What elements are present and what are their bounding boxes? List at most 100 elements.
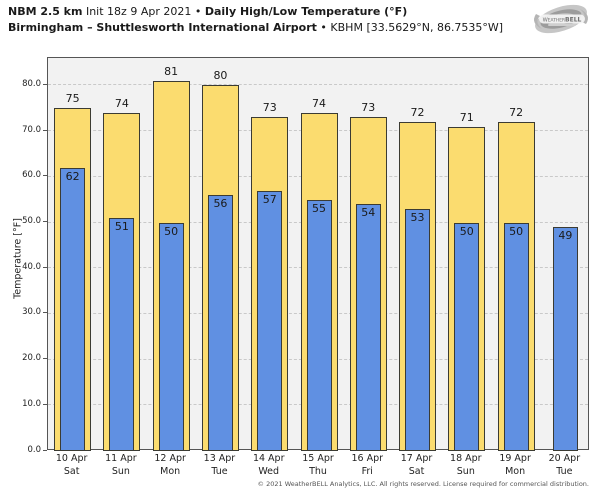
subtitle-meta: KBHM [33.5629°N, 86.7535°W] xyxy=(330,21,504,34)
footer-copyright: © 2021 WeatherBELL Analytics, LLC. All r… xyxy=(257,480,589,488)
x-tick-day: Mon xyxy=(160,465,181,477)
low-bar xyxy=(207,195,233,451)
x-tick-date: 15 Apr xyxy=(302,453,334,464)
y-tick-mark xyxy=(43,175,47,177)
x-tick-date: 18 Apr xyxy=(450,453,482,464)
low-bar xyxy=(60,167,86,451)
chart-title: NBM 2.5 km Init 18z 9 Apr 2021 • Daily H… xyxy=(8,4,503,20)
x-tick-date: 14 Apr xyxy=(252,453,285,464)
x-tick-date: 19 Apr xyxy=(499,453,531,464)
x-tick-day: Thu xyxy=(309,465,327,477)
x-tick-label: 18 Apr Sun xyxy=(441,453,490,478)
x-tick-day: Sat xyxy=(63,465,80,477)
x-tick-label: 13 Apr Tue xyxy=(195,453,244,478)
high-value-label: 74 xyxy=(311,96,326,110)
high-value-label: 73 xyxy=(262,101,277,115)
title-model: NBM 2.5 km xyxy=(8,5,83,18)
y-tick-label: 20.0 xyxy=(22,353,41,364)
x-tick-day: Tue xyxy=(556,465,573,477)
x-tick-label: 12 Apr Mon xyxy=(146,453,195,478)
subtitle-separator: • xyxy=(320,21,327,34)
y-tick-label: 70.0 xyxy=(22,124,41,135)
y-tick-mark xyxy=(43,83,47,85)
subtitle-station: Birmingham – Shuttlesworth International… xyxy=(8,21,317,34)
y-tick-label: 80.0 xyxy=(22,78,41,89)
x-tick-date: 17 Apr xyxy=(400,453,433,464)
x-tick-date: 20 Apr xyxy=(548,453,581,464)
low-value-label: 55 xyxy=(311,201,326,215)
low-bar xyxy=(454,222,480,451)
y-tick-label: 10.0 xyxy=(22,398,41,409)
low-bar xyxy=(158,222,184,451)
weatherbell-logo: WEATHERBELL xyxy=(534,4,588,34)
y-tick-label: 40.0 xyxy=(22,261,41,272)
high-value-label: 75 xyxy=(65,92,80,106)
low-bar xyxy=(405,208,431,451)
y-tick-mark xyxy=(43,129,47,131)
low-bar xyxy=(257,190,283,451)
title-init: Init 18z 9 Apr 2021 xyxy=(85,5,192,18)
low-bar xyxy=(355,204,381,451)
low-value-label: 51 xyxy=(114,219,129,233)
low-value-label: 49 xyxy=(558,229,573,243)
x-tick-day: Sun xyxy=(111,465,130,477)
x-tick-day: Sat xyxy=(408,465,425,477)
low-value-label: 50 xyxy=(509,224,524,238)
low-bar xyxy=(552,227,578,451)
y-tick-mark xyxy=(43,312,47,314)
low-bar xyxy=(306,199,332,451)
x-tick-label: 14 Apr Wed xyxy=(244,453,293,478)
low-value-label: 57 xyxy=(262,192,277,206)
title-separator: • xyxy=(194,5,202,18)
high-value-label: 71 xyxy=(459,110,474,124)
x-tick-label: 10 Apr Sat xyxy=(47,453,96,478)
low-value-label: 54 xyxy=(361,206,376,220)
y-tick-mark xyxy=(43,221,47,222)
gridline xyxy=(48,84,588,86)
high-value-label: 74 xyxy=(114,96,129,110)
x-tick-day: Sun xyxy=(456,465,475,477)
low-value-label: 62 xyxy=(65,169,80,183)
high-value-label: 80 xyxy=(213,69,228,83)
logo-text-weather: W xyxy=(543,18,548,24)
x-tick-label: 15 Apr Thu xyxy=(293,453,342,478)
x-tick-day: Fri xyxy=(361,465,373,477)
y-tick-label: 60.0 xyxy=(22,170,41,181)
x-tick-label: 11 Apr Sun xyxy=(96,453,145,478)
y-tick-mark xyxy=(43,449,47,451)
chart-header: NBM 2.5 km Init 18z 9 Apr 2021 • Daily H… xyxy=(8,4,503,36)
low-value-label: 53 xyxy=(410,210,425,224)
high-value-label: 73 xyxy=(361,101,376,115)
x-tick-date: 16 Apr xyxy=(351,453,384,464)
svg-text:WEATHERBELL: WEATHERBELL xyxy=(543,17,582,24)
x-tick-date: 12 Apr xyxy=(154,453,186,464)
x-tick-date: 11 Apr xyxy=(105,453,137,464)
low-bar xyxy=(503,222,529,451)
y-tick-mark xyxy=(43,266,47,268)
y-tick-label: 0.0 xyxy=(27,444,41,455)
chart-subtitle: Birmingham – Shuttlesworth International… xyxy=(8,20,503,36)
y-tick-mark xyxy=(43,403,47,405)
low-value-label: 56 xyxy=(213,197,228,211)
low-value-label: 50 xyxy=(164,224,179,238)
high-value-label: 72 xyxy=(509,105,524,119)
x-tick-day: Mon xyxy=(505,465,526,477)
y-tick-mark xyxy=(43,358,47,360)
x-tick-label: 20 Apr Tue xyxy=(540,453,589,478)
y-tick-label: 30.0 xyxy=(22,307,41,318)
plot-area: 75 62 74 51 81 50 80 56 73 57 74 55 73 54 72 53 71 50 72 50… xyxy=(47,57,589,451)
y-tick-label: 50.0 xyxy=(22,216,41,226)
x-tick-date: 13 Apr xyxy=(203,453,236,464)
x-tick-label: 19 Apr Mon xyxy=(490,453,539,478)
low-bar xyxy=(109,217,135,451)
low-value-label: 50 xyxy=(459,224,474,238)
title-main: Daily High/Low Temperature (°F) xyxy=(204,5,408,18)
x-tick-date: 10 Apr xyxy=(55,453,88,464)
x-tick-label: 17 Apr Sat xyxy=(392,453,441,478)
x-tick-day: Wed xyxy=(258,465,280,477)
high-value-label: 81 xyxy=(164,64,179,78)
high-value-label: 72 xyxy=(410,105,425,119)
x-tick-label: 16 Apr Fri xyxy=(343,453,392,478)
x-tick-day: Tue xyxy=(211,465,228,477)
